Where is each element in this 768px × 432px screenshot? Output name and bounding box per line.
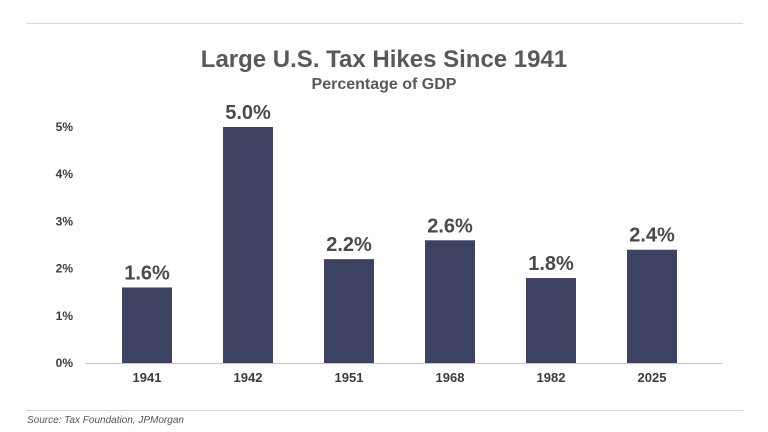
x-tick-label: 1942 xyxy=(234,370,263,385)
data-labels: 1.6% 5.0% 2.2% 2.6% 1.8% 2.4% xyxy=(124,102,675,284)
data-label: 2.6% xyxy=(427,215,473,237)
data-label: 5.0% xyxy=(225,102,271,124)
bar xyxy=(122,287,172,363)
y-tick-label: 3% xyxy=(56,214,74,228)
bar xyxy=(425,240,475,363)
bars xyxy=(122,127,677,363)
bottom-divider xyxy=(26,410,743,411)
data-label: 1.8% xyxy=(528,253,574,275)
x-tick-label: 1968 xyxy=(436,370,465,385)
source-note: Source: Tax Foundation, JPMorgan xyxy=(27,415,184,426)
data-label: 2.2% xyxy=(326,234,372,256)
x-tick-label: 2025 xyxy=(638,370,667,385)
x-tick-label: 1951 xyxy=(335,370,364,385)
bar xyxy=(526,278,576,363)
bar xyxy=(223,127,273,363)
bar xyxy=(324,259,374,363)
x-tick-label: 1941 xyxy=(133,370,162,385)
bar xyxy=(627,249,677,363)
chart-title: Large U.S. Tax Hikes Since 1941 xyxy=(200,46,568,73)
y-tick-label: 5% xyxy=(56,120,74,134)
y-tick-label: 0% xyxy=(56,356,74,370)
y-axis-ticks: 0% 1% 2% 3% 4% 5% xyxy=(56,120,74,370)
x-tick-label: 1982 xyxy=(537,370,566,385)
x-axis-ticks: 1941 1942 1951 1968 1982 2025 xyxy=(133,370,667,385)
data-label: 2.4% xyxy=(629,225,675,247)
y-tick-label: 2% xyxy=(56,262,74,276)
y-tick-label: 1% xyxy=(56,309,74,323)
top-divider xyxy=(26,23,743,24)
chart-subtitle: Percentage of GDP xyxy=(311,76,457,93)
data-label: 1.6% xyxy=(124,262,170,284)
y-tick-label: 4% xyxy=(56,167,74,181)
